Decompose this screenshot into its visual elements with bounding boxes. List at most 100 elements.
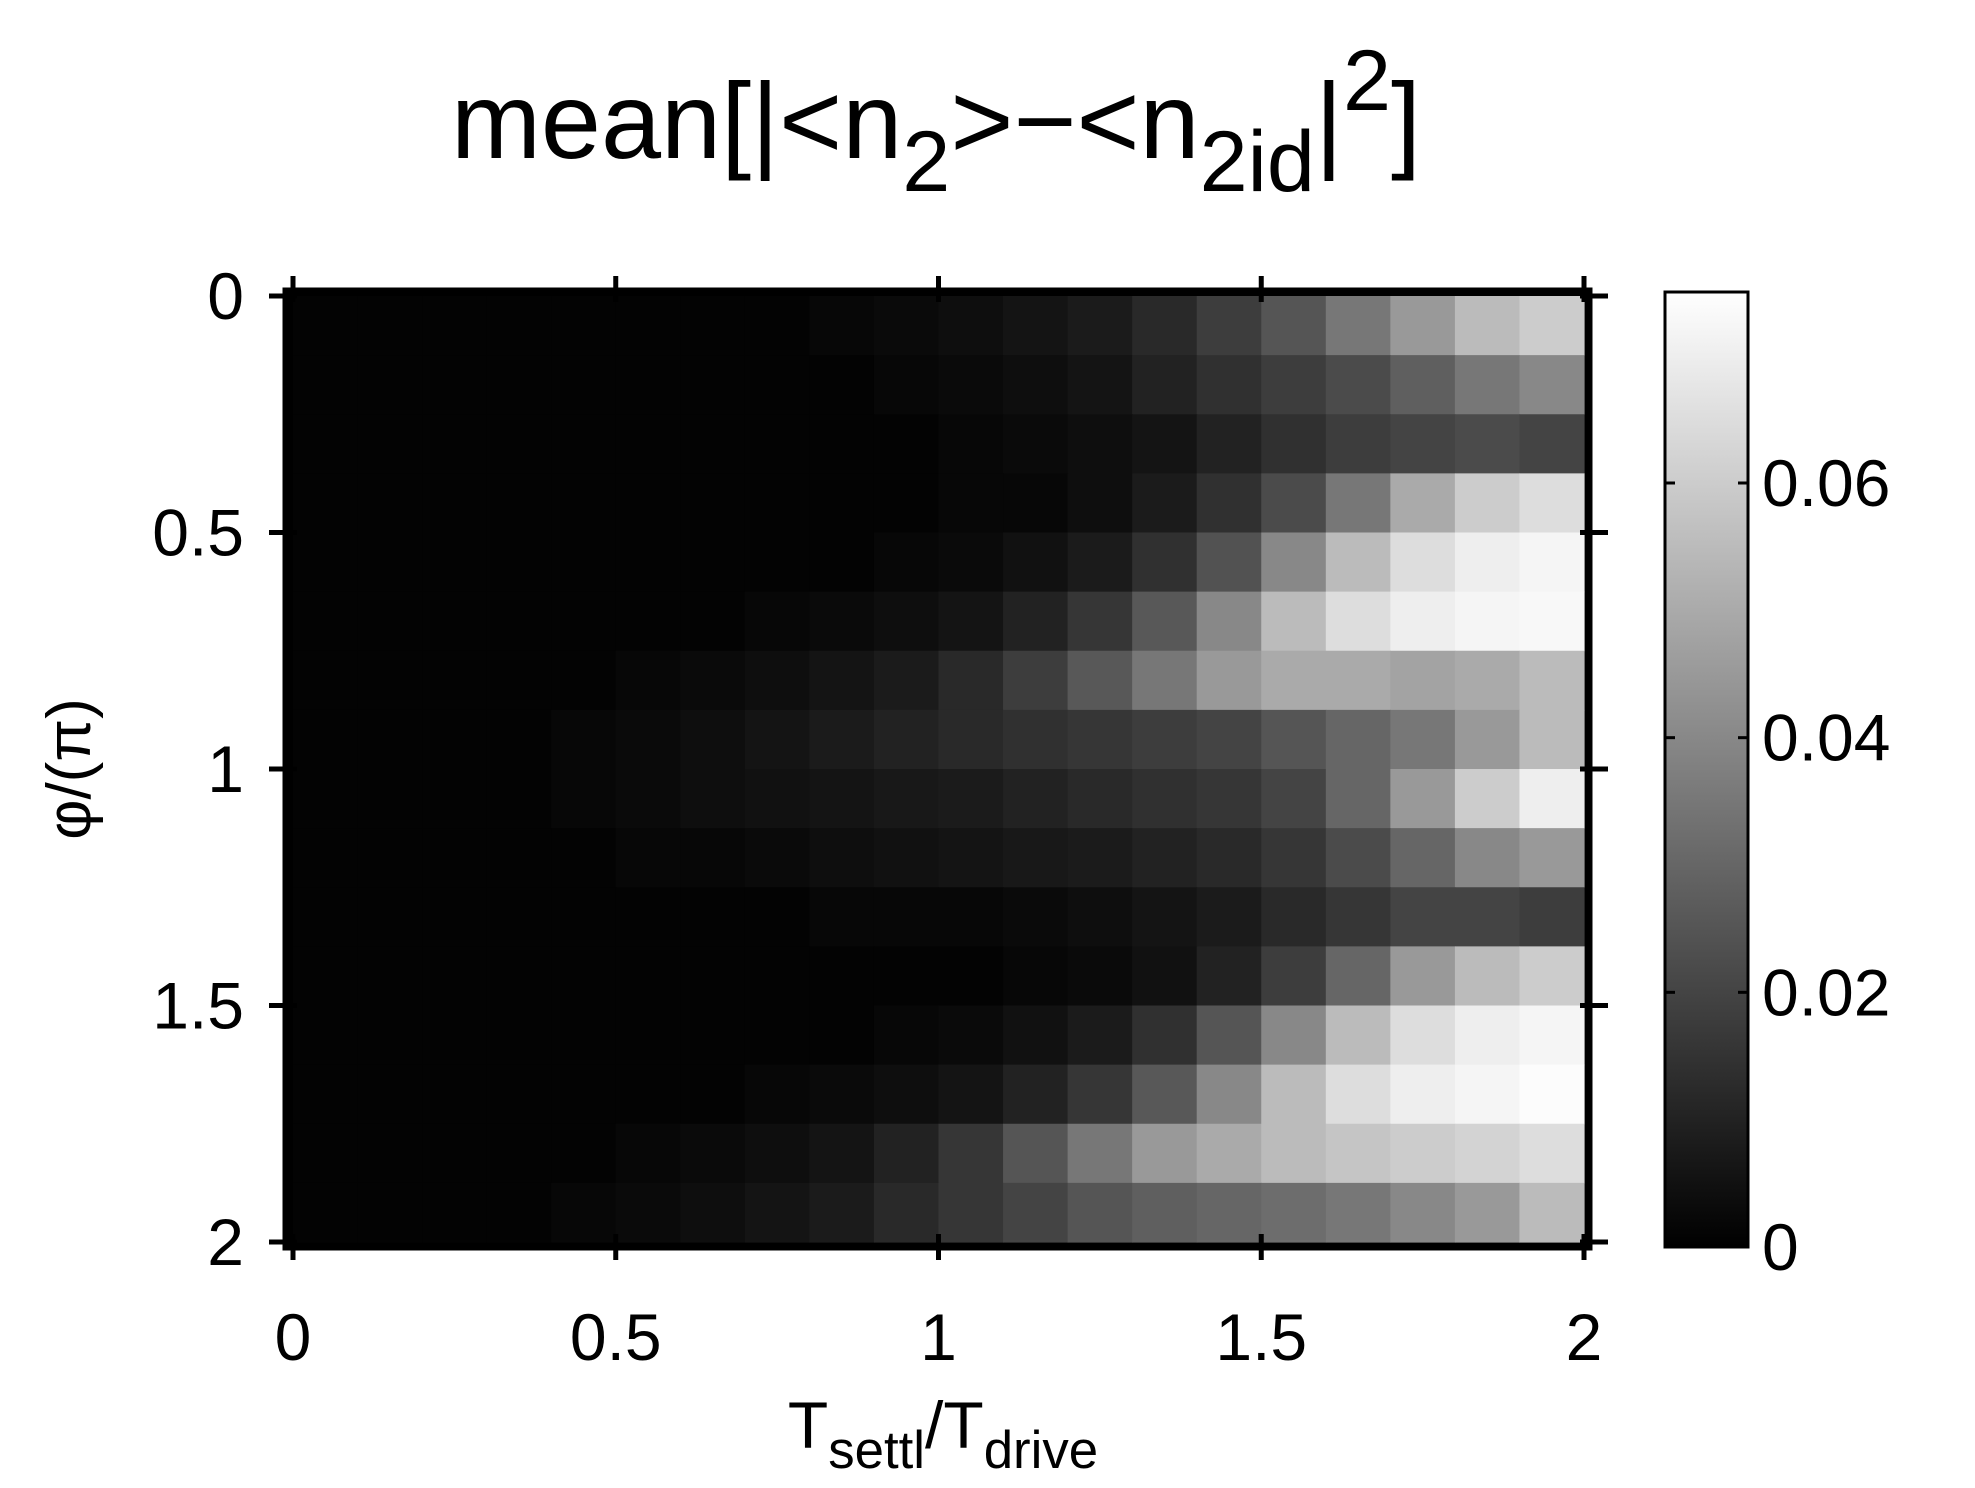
heatmap-cell bbox=[1519, 532, 1585, 593]
heatmap-cell bbox=[615, 650, 681, 711]
heatmap-cell bbox=[551, 1005, 617, 1066]
heatmap-cell bbox=[1390, 946, 1456, 1007]
heatmap-cell bbox=[744, 709, 810, 770]
xlabel-part: drive bbox=[984, 1421, 1098, 1480]
heatmap-cell bbox=[1519, 591, 1585, 652]
heatmap-cell bbox=[357, 532, 423, 593]
heatmap-cell bbox=[680, 532, 746, 593]
heatmap-cell bbox=[1454, 828, 1521, 888]
heatmap-cell bbox=[1067, 946, 1133, 1007]
heatmap-cell bbox=[809, 709, 875, 770]
heatmap-cell bbox=[615, 946, 681, 1007]
heatmap-cell bbox=[293, 946, 359, 1007]
heatmap-cell bbox=[422, 887, 488, 947]
heatmap-cell bbox=[486, 473, 552, 534]
heatmap-cell bbox=[293, 414, 359, 474]
heatmap-cell bbox=[357, 650, 423, 711]
heatmap-cell bbox=[551, 296, 617, 356]
heatmap-cell bbox=[1454, 769, 1521, 829]
heatmap-cell bbox=[1325, 414, 1391, 474]
heatmap-cell bbox=[680, 769, 746, 829]
heatmap-cell bbox=[422, 769, 488, 829]
heatmap-cell bbox=[357, 473, 423, 534]
heatmap-cell bbox=[938, 709, 1004, 770]
heatmap-cell bbox=[1261, 828, 1327, 888]
heatmap-cell bbox=[422, 355, 488, 415]
heatmap-cell bbox=[1390, 296, 1456, 356]
heatmap-cell bbox=[615, 1123, 681, 1184]
heatmap-cell bbox=[1132, 1123, 1198, 1184]
heatmap-cell bbox=[486, 946, 552, 1007]
heatmap-cell bbox=[357, 1123, 423, 1184]
heatmap-cell bbox=[422, 709, 488, 770]
title-part: 2 bbox=[902, 114, 950, 210]
heatmap-cell bbox=[551, 769, 617, 829]
y-tick-label: 2 bbox=[207, 1205, 244, 1279]
heatmap-cell bbox=[551, 1182, 617, 1243]
colorbar-tick-label: 0 bbox=[1762, 1210, 1799, 1284]
heatmap-cell bbox=[1325, 296, 1391, 356]
heatmap-cell bbox=[680, 1123, 746, 1184]
heatmap-cell bbox=[873, 1123, 940, 1184]
heatmap-cell bbox=[357, 769, 423, 829]
heatmap-cell bbox=[615, 1005, 681, 1066]
heatmap-cell bbox=[1067, 1064, 1133, 1125]
xlabel-part: /T bbox=[925, 1388, 984, 1462]
heatmap-cell bbox=[1261, 1182, 1327, 1243]
heatmap-cell bbox=[1196, 1005, 1262, 1066]
heatmap-cell bbox=[615, 828, 681, 888]
heatmap-cell bbox=[680, 591, 746, 652]
heatmap-cell bbox=[873, 1005, 940, 1066]
heatmap-cell bbox=[422, 414, 488, 474]
heatmap-cell bbox=[615, 414, 681, 474]
heatmap-cell bbox=[1003, 355, 1069, 415]
heatmap-cell bbox=[1003, 1005, 1069, 1066]
heatmap-cell bbox=[1003, 769, 1069, 829]
heatmap-cell bbox=[1325, 532, 1391, 593]
heatmap-cell bbox=[1067, 355, 1133, 415]
colorbar-tick-label: 0.06 bbox=[1762, 446, 1890, 520]
heatmap-cell bbox=[1519, 414, 1585, 474]
heatmap-cell bbox=[1261, 650, 1327, 711]
heatmap-cell bbox=[551, 414, 617, 474]
heatmap-cell bbox=[1261, 296, 1327, 356]
heatmap-cell bbox=[293, 769, 359, 829]
heatmap-cell bbox=[551, 887, 617, 947]
heatmap-cell bbox=[422, 1064, 488, 1125]
heatmap-cell bbox=[1454, 1005, 1521, 1066]
heatmap-cell bbox=[1519, 650, 1585, 711]
heatmap-cell bbox=[1067, 650, 1133, 711]
heatmap-cell bbox=[1003, 414, 1069, 474]
heatmap-cell bbox=[1325, 1182, 1391, 1243]
heatmap-cell bbox=[1454, 1064, 1521, 1125]
heatmap-cell bbox=[486, 1005, 552, 1066]
heatmap-cell bbox=[938, 828, 1004, 888]
heatmap-cell bbox=[486, 887, 552, 947]
heatmap-cell bbox=[744, 1064, 810, 1125]
heatmap-cell bbox=[1003, 473, 1069, 534]
heatmap-cell bbox=[873, 769, 940, 829]
heatmap-cell bbox=[1132, 414, 1198, 474]
heatmap-cell bbox=[1132, 1182, 1198, 1243]
x-tick-label: 2 bbox=[1566, 1300, 1603, 1374]
heatmap-cell bbox=[1132, 591, 1198, 652]
heatmap-cell bbox=[873, 473, 940, 534]
heatmap-cell bbox=[1390, 769, 1456, 829]
heatmap-cell bbox=[486, 355, 552, 415]
heatmap-cell bbox=[1519, 887, 1585, 947]
xlabel-part: settl bbox=[828, 1421, 925, 1480]
heatmap-cell bbox=[1003, 709, 1069, 770]
heatmap-cell bbox=[422, 532, 488, 593]
heatmap-cell bbox=[1390, 1182, 1456, 1243]
heatmap-cell bbox=[809, 414, 875, 474]
colorbar bbox=[1663, 290, 1750, 1249]
heatmap-cell bbox=[1390, 414, 1456, 474]
y-axis-label: φ/(π) bbox=[35, 698, 104, 840]
heatmap-cell bbox=[938, 769, 1004, 829]
heatmap-cell bbox=[809, 1123, 875, 1184]
heatmap-cell bbox=[486, 532, 552, 593]
heatmap-cell bbox=[1261, 1005, 1327, 1066]
heatmap-cell bbox=[1132, 887, 1198, 947]
heatmap-cell bbox=[1003, 828, 1069, 888]
